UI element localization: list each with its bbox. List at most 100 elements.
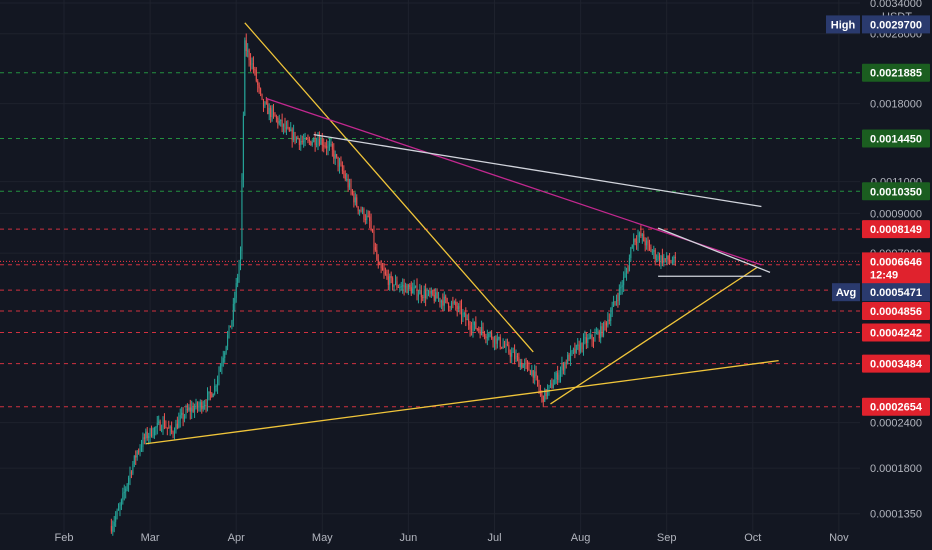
candle-body [548,385,550,390]
candle-body [126,484,128,489]
candle-body [501,346,503,348]
trendline-white-pennant-top[interactable] [657,227,771,273]
candle-body [493,336,496,343]
candle-body [208,391,210,395]
candle-body [624,273,626,278]
candle-body [364,218,366,220]
candle-body [572,348,574,351]
candle-body [354,197,356,203]
candle-body [489,333,491,335]
candle-body [153,427,155,436]
candle-body [666,255,668,260]
candle-body [112,526,114,532]
candle-body [257,80,259,86]
candle-body [143,437,145,439]
candle-body [366,215,368,220]
candle-body [661,255,663,263]
candle-body [337,156,339,167]
candle-body [554,379,556,385]
candle-body [301,141,303,143]
candle-body [582,338,584,350]
candle-body [598,331,600,339]
candle-body [551,383,553,389]
candle-body [344,174,346,180]
candle-body [219,366,221,372]
candle-body [412,288,414,294]
y-tick-label: 0.0009000 [870,208,922,220]
candle-body [258,85,260,89]
candle-body [450,302,452,308]
candle-body [270,107,272,118]
trendline-rising-from-bottom[interactable] [550,266,758,405]
price-level-tag: 0.0008149 [862,220,930,239]
time-axis[interactable]: Feb Mar Apr May Jun Jul Aug Sep Oct Nov [55,532,850,544]
candle-body [508,345,510,353]
candle-body [162,419,164,430]
x-tick-label: Mar [141,532,160,544]
candle-body [267,103,269,115]
candle-body [357,206,359,211]
candle-body [175,423,177,434]
y-tick-label: 0.0001350 [870,509,922,521]
candle-body [151,428,153,437]
candle-body [577,344,579,346]
candle-body [214,386,216,394]
candle-body [245,40,247,52]
candle-body [483,331,485,337]
candle-body [575,344,577,353]
candle-body [379,263,381,265]
candle-body [623,277,625,286]
candle-body [476,328,478,330]
candle-body [481,327,483,336]
candle-body [673,256,675,263]
price-level-tag-background [862,354,930,373]
candle-body [211,393,213,398]
candle-body [459,306,461,308]
candle-body [440,300,442,303]
candle-body [201,402,203,410]
candle-body [294,132,296,141]
candle-body [436,292,438,299]
candle-body [324,145,326,147]
candle-body [316,143,318,145]
candle-body [650,246,652,252]
trendline-falling-from-top[interactable] [244,22,534,353]
candle-body [229,325,231,328]
candle-body [657,255,659,259]
y-tick-label: 0.0001800 [870,463,922,475]
candle-body [241,179,243,252]
avg-marker-tag [832,283,860,302]
candle-body [297,137,299,140]
trendlines-layer[interactable] [145,22,779,445]
candle-body [228,325,230,336]
candle-body [314,138,316,145]
price-level-tag: 0.0003484 [862,354,930,373]
candle-body [372,229,374,233]
candle-body [277,117,279,124]
candle-body [471,329,473,331]
candle-body [397,286,399,288]
candle-body [442,300,444,306]
candle-body [580,343,582,352]
candle-body [525,363,527,365]
candle-body [188,407,190,411]
candle-body [156,422,158,428]
candle-body [456,305,458,310]
candle-body [130,472,132,474]
trendline-magenta-resistance[interactable] [266,97,762,266]
candle-body [317,138,319,144]
candle-body [587,337,589,343]
candle-body [407,284,409,294]
candle-body [634,238,636,243]
trendline-long-rising-support[interactable] [145,360,779,445]
candle-body [215,385,217,387]
candle-body [376,249,378,260]
candle-body [571,350,573,352]
candle-body [531,370,533,375]
trendline-white-upper[interactable] [313,134,762,208]
candle-body [275,116,277,118]
candle-body [528,364,530,371]
candle-body [377,259,379,264]
candle-body [615,300,617,302]
